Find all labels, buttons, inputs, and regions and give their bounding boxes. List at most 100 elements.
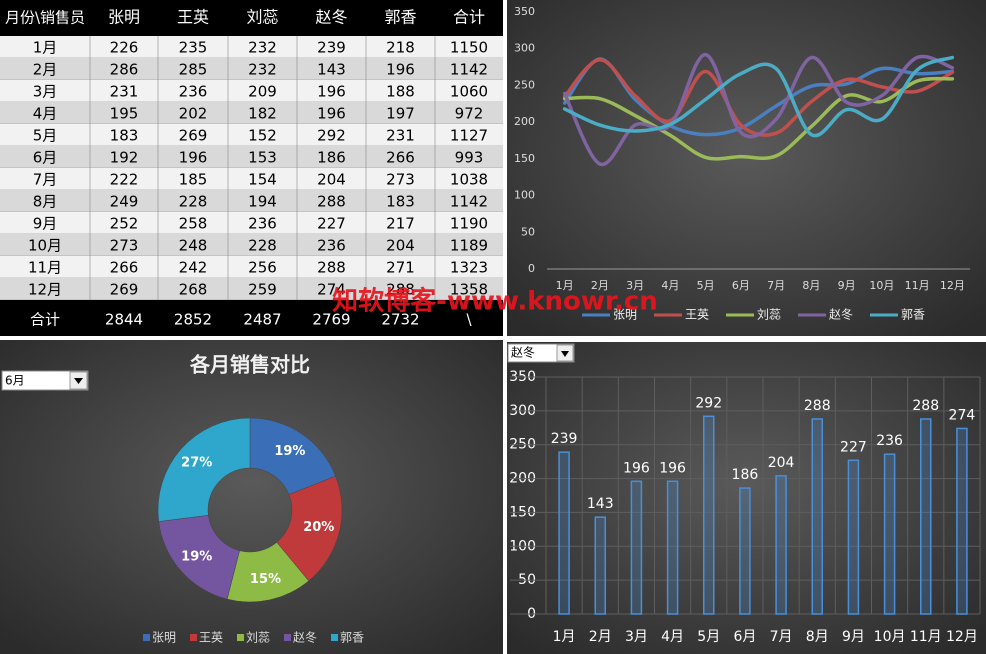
table-cell: 222: [110, 171, 139, 189]
table-cell: 1150: [450, 39, 488, 57]
footer-cell: 2844: [105, 311, 143, 329]
table-cell: 286: [110, 61, 139, 79]
dropdown-arrow: [74, 378, 83, 384]
table-cell: 5月: [33, 127, 58, 145]
table-cell: 248: [179, 237, 208, 255]
table-cell: 972: [455, 105, 484, 123]
table-cell: 232: [248, 61, 277, 79]
bar-panel: [507, 342, 986, 654]
table-row: [0, 234, 503, 256]
x-tick-label: 6月: [733, 629, 756, 645]
table-cell: 274: [317, 281, 346, 299]
bar: [811, 418, 823, 615]
table-cell: 249: [110, 193, 139, 211]
bar: [630, 480, 643, 615]
x-tick-label: 7月: [767, 279, 785, 292]
bar: [956, 427, 968, 615]
x-tick-label: 3月: [625, 629, 648, 645]
data-label: 288: [912, 398, 939, 414]
table-row: [0, 212, 503, 234]
table-cell: 192: [110, 149, 139, 167]
table-cell: 288: [386, 281, 415, 299]
table-cell: 195: [110, 105, 139, 123]
table-cell: 3月: [33, 83, 58, 101]
bar: [666, 480, 679, 615]
x-tick-label: 6月: [732, 279, 750, 292]
table-cell: 268: [179, 281, 208, 299]
watermark: 知软博客-www.knowr.cn: [332, 286, 658, 317]
data-label: 19%: [181, 549, 212, 564]
table-cell: 12月: [28, 281, 62, 299]
table-cell: 196: [317, 83, 346, 101]
table-row: [0, 256, 503, 278]
table-cell: 202: [179, 105, 208, 123]
x-tick-label: 10月: [874, 629, 906, 645]
legend-swatch: [143, 634, 150, 641]
table-cell: 10月: [28, 237, 62, 255]
footer-cell: 2852: [174, 311, 212, 329]
x-tick-label: 4月: [661, 279, 679, 292]
table-cell: 227: [317, 215, 346, 233]
line-series: [562, 55, 955, 138]
y-tick-label: 200: [514, 115, 535, 128]
header-cell: 张明: [108, 8, 140, 27]
legend-label: 张明: [613, 308, 637, 322]
x-tick-label: 12月: [946, 629, 978, 645]
x-tick-label: 2月: [589, 629, 612, 645]
legend-label: 刘蕊: [757, 308, 781, 322]
table-cell: 231: [110, 83, 139, 101]
table-cell: 153: [248, 149, 277, 167]
table-cell: 204: [317, 171, 346, 189]
y-tick-label: 300: [514, 42, 535, 55]
line-chart: 0 50 100 150 200 250 300 350 1月 2月 3月 4月 5月 6月 7月 8月 9月 1…: [514, 5, 970, 322]
footer-cell: 2732: [381, 311, 419, 329]
bar: [775, 475, 787, 615]
bar: [739, 487, 751, 615]
table-cell: 269: [110, 281, 139, 299]
dropdown[interactable]: [1, 370, 89, 391]
table-cell: 285: [179, 61, 208, 79]
header-row: [0, 0, 503, 36]
x-tick-label: 5月: [697, 279, 715, 292]
y-tick-label: 100: [514, 189, 535, 202]
y-tick-label: 350: [514, 5, 535, 18]
y-tick-label: 150: [514, 152, 535, 165]
footer-row: [0, 300, 503, 336]
legend-label: 郭香: [901, 308, 925, 322]
table-cell: 236: [248, 215, 277, 233]
table-row: [0, 168, 503, 190]
data-label: 288: [804, 398, 831, 414]
x-tick-label: 11月: [905, 279, 930, 292]
pie-chart: 各月销售对比 6月 19% 张明 20% 王英 15% 刘蕊 19% 赵冬 27% 郭香: [1, 353, 364, 645]
table-cell: 258: [179, 215, 208, 233]
line-series: [562, 57, 955, 137]
table-cell: 271: [386, 259, 415, 277]
table-row: [0, 278, 503, 300]
table-cell: 236: [179, 83, 208, 101]
header-cell: 月份\销售员: [5, 9, 85, 27]
table-cell: 154: [248, 171, 277, 189]
table-cell: 209: [248, 83, 277, 101]
table-cell: 196: [317, 105, 346, 123]
bar-chart: 赵冬 0501001502002503003502391月1432月1963月1…: [507, 343, 981, 645]
bar: [883, 453, 896, 615]
line-series: [562, 57, 955, 137]
table-cell: 259: [248, 281, 277, 299]
table-cell: 143: [317, 61, 346, 79]
footer-cell: 合计: [30, 311, 60, 329]
table-cell: 183: [386, 193, 415, 211]
table-cell: 1358: [450, 281, 488, 299]
table-cell: 239: [317, 39, 346, 57]
x-tick-label: 7月: [770, 629, 793, 645]
header-cell: 合计: [453, 8, 485, 27]
chart-title: 各月销售对比: [189, 353, 310, 377]
table-row: [0, 58, 503, 80]
bar: [847, 459, 860, 615]
data-label: 274: [949, 407, 976, 423]
header-cell: 郭香: [384, 8, 416, 27]
table-cell: 266: [110, 259, 139, 277]
table-cell: 2月: [33, 61, 58, 79]
table-cell: 1190: [450, 215, 488, 233]
table-cell: 235: [179, 39, 208, 57]
x-tick-label: 11月: [910, 629, 942, 645]
